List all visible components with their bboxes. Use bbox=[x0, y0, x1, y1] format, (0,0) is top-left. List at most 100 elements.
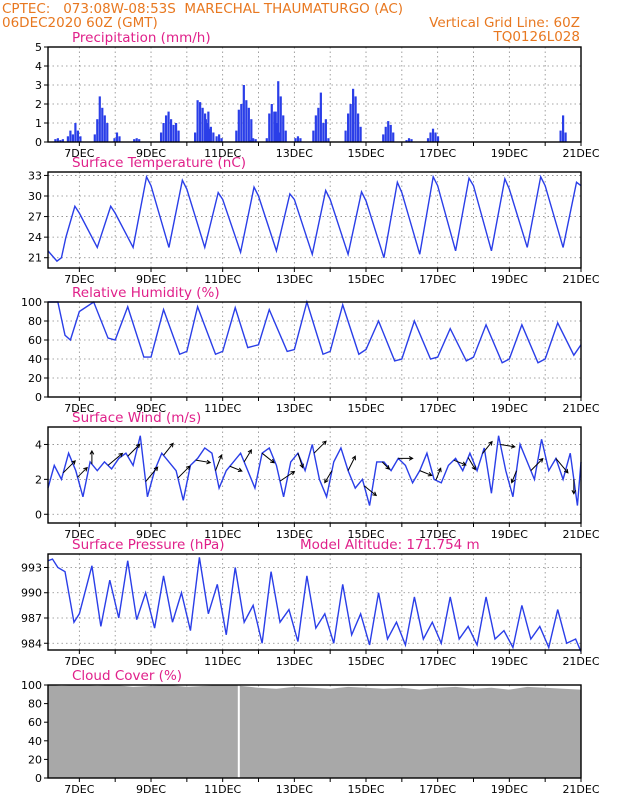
header-grid-line: Vertical Grid Line: 60Z bbox=[429, 15, 580, 31]
precipitation-bar bbox=[357, 113, 360, 142]
precipitation-bar bbox=[204, 119, 207, 142]
precipitation-bar bbox=[327, 138, 330, 142]
humidity-xtick-label: 19DEC bbox=[491, 402, 528, 415]
precipitation-bar bbox=[559, 130, 562, 142]
temperature-xtick-label: 19DEC bbox=[491, 273, 528, 286]
precipitation-bar bbox=[282, 115, 285, 142]
precipitation-ytick-label: 2 bbox=[35, 98, 42, 111]
cloud-cover-xtick-label: 19DEC bbox=[491, 783, 528, 796]
temperature-frame bbox=[47, 171, 582, 269]
precipitation-bar bbox=[115, 132, 119, 142]
temperature-xtick-label: 15DEC bbox=[347, 273, 384, 286]
precipitation-bar bbox=[162, 123, 165, 142]
wind-arrow bbox=[347, 455, 356, 471]
wind-xtick-label: 9DEC bbox=[136, 528, 166, 541]
precipitation-bar bbox=[562, 115, 565, 142]
wind-arrow bbox=[297, 453, 304, 469]
precipitation-bar bbox=[96, 119, 99, 142]
precipitation-bar bbox=[106, 123, 109, 142]
temperature-xtick-label: 21DEC bbox=[562, 273, 599, 286]
precipitation-bar bbox=[177, 130, 180, 142]
precipitation-bar bbox=[98, 96, 101, 142]
wind-arrow bbox=[555, 458, 569, 474]
temperature-xtick-label: 11DEC bbox=[204, 273, 241, 286]
wind-arrow bbox=[229, 465, 243, 473]
precipitation-bar bbox=[352, 88, 355, 142]
wind-arrow bbox=[127, 443, 141, 457]
precipitation-bar bbox=[167, 111, 170, 142]
wind-arrow bbox=[195, 459, 212, 465]
precipitation-bar bbox=[354, 96, 357, 142]
humidity-ytick-label: 100 bbox=[21, 296, 42, 309]
precipitation-bar bbox=[164, 115, 168, 142]
precipitation-ytick-label: 0 bbox=[35, 136, 42, 149]
precipitation-xtick-label: 17DEC bbox=[419, 147, 456, 160]
precipitation-bar bbox=[250, 119, 253, 142]
cloud-cover-ytick-label: 60 bbox=[28, 716, 42, 729]
precipitation-bar bbox=[69, 130, 72, 142]
precipitation-xtick-label: 11DEC bbox=[204, 147, 241, 160]
humidity-frame bbox=[47, 301, 582, 398]
wind-arrow bbox=[398, 456, 414, 461]
wind-arrow bbox=[419, 470, 433, 477]
precipitation-bar bbox=[76, 130, 80, 142]
precipitation-bar bbox=[209, 126, 212, 142]
precipitation-bar bbox=[324, 119, 327, 142]
temperature-xtick-label: 13DEC bbox=[276, 273, 313, 286]
temperature-xtick-label: 9DEC bbox=[136, 273, 166, 286]
cloud-cover-title: Cloud Cover (%) bbox=[72, 668, 182, 684]
precipitation-ytick-label: 5 bbox=[35, 41, 42, 54]
cloud-cover-xtick-label: 15DEC bbox=[347, 783, 384, 796]
wind-arrow bbox=[482, 440, 493, 454]
temperature-ytick-label: 33 bbox=[28, 169, 42, 182]
precipitation-bar bbox=[265, 138, 268, 142]
temperature-panel: 21 24 27 30 33 7DEC 9DEC 11DEC 13DEC 15DEC 17DEC 19… bbox=[28, 155, 600, 286]
temperature-ytick-label: 30 bbox=[28, 190, 42, 203]
precipitation-bar bbox=[79, 136, 82, 142]
precipitation-bar bbox=[359, 126, 362, 142]
precipitation-bar bbox=[207, 111, 210, 142]
wind-xtick-label: 15DEC bbox=[347, 528, 384, 541]
precipitation-bar bbox=[268, 113, 271, 142]
precipitation-bar bbox=[426, 138, 430, 142]
precipitation-bar bbox=[277, 81, 280, 142]
precipitation-xtick-label: 13DEC bbox=[276, 147, 313, 160]
wind-xtick-label: 7DEC bbox=[64, 528, 94, 541]
precipitation-xtick-label: 21DEC bbox=[562, 147, 599, 160]
humidity-line bbox=[48, 299, 582, 364]
wind-ytick-label: 4 bbox=[35, 438, 42, 451]
cloud-cover-xtick-label: 13DEC bbox=[276, 783, 313, 796]
precipitation-bar bbox=[66, 136, 70, 142]
precipitation-bar bbox=[389, 124, 392, 142]
precipitation-frame bbox=[47, 46, 582, 143]
wind-arrow bbox=[313, 440, 327, 454]
wind-arrow bbox=[279, 470, 296, 482]
wind-arrow bbox=[363, 485, 378, 497]
pressure-ytick-label: 993 bbox=[21, 561, 42, 574]
cloud-cover-xtick-label: 7DEC bbox=[64, 783, 94, 796]
precipitation-panel: 0 1 2 3 4 5 7DEC 9DEC 11DEC 13DEC 15DEC 17DEC 19DEC 2… bbox=[35, 30, 600, 160]
temperature-xtick-label: 7DEC bbox=[64, 273, 94, 286]
precipitation-xtick-label: 9DEC bbox=[136, 147, 166, 160]
pressure-xtick-label: 15DEC bbox=[347, 655, 384, 668]
wind-arrow bbox=[215, 454, 223, 471]
precipitation-bar bbox=[319, 92, 322, 142]
cloud-cover-ytick-label: 20 bbox=[28, 753, 42, 766]
cloud-cover-xtick-label: 21DEC bbox=[562, 783, 599, 796]
humidity-ytick-label: 80 bbox=[28, 315, 42, 328]
precipitation-bar bbox=[294, 138, 297, 142]
precipitation-bar bbox=[199, 102, 202, 142]
humidity-title: Relative Humidity (%) bbox=[72, 285, 220, 301]
precipitation-bar bbox=[349, 104, 352, 142]
wind-arrow bbox=[381, 461, 391, 470]
pressure-ytick-label: 984 bbox=[21, 637, 42, 650]
precipitation-bar bbox=[138, 139, 141, 142]
precipitation-bar bbox=[220, 138, 223, 142]
pressure-ytick-label: 987 bbox=[21, 612, 42, 625]
wind-arrow bbox=[163, 442, 174, 456]
precipitation-bar bbox=[299, 138, 302, 142]
pressure-xtick-label: 21DEC bbox=[562, 655, 599, 668]
header-run-time: 06DEC2020 60Z (GMT) bbox=[2, 15, 158, 31]
humidity-xtick-label: 11DEC bbox=[204, 402, 241, 415]
precipitation-title: Precipitation (mm/h) bbox=[72, 30, 211, 46]
